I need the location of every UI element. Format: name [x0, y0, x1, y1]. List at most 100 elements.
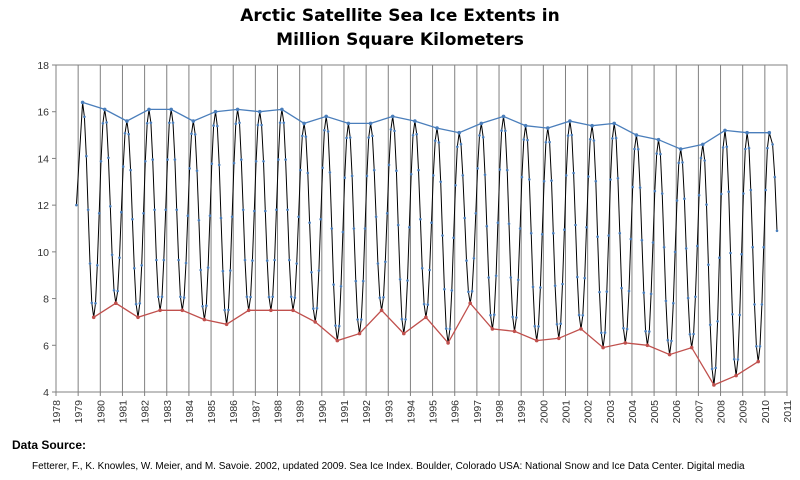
annual-max-point	[701, 142, 705, 147]
monthly-point	[581, 314, 585, 317]
monthly-point	[112, 289, 116, 292]
monthly-point	[598, 290, 601, 294]
monthly-point	[600, 331, 603, 335]
monthly-point	[133, 266, 136, 270]
monthly-point	[345, 136, 348, 140]
monthly-point	[681, 161, 684, 164]
monthly-point	[563, 228, 566, 231]
monthly-point	[629, 237, 633, 241]
monthly-point	[206, 266, 210, 269]
monthly-point	[675, 199, 679, 202]
annual-max-point	[546, 126, 550, 130]
monthly-point	[175, 208, 178, 212]
monthly-point	[116, 289, 119, 293]
annual-max-point	[125, 119, 129, 123]
annual-minimum-series	[91, 301, 760, 387]
monthly-point	[254, 160, 258, 163]
y-tick-label: 16	[37, 107, 49, 119]
monthly-point	[603, 331, 607, 334]
chart-title: Arctic Satellite Sea Ice Extents in Mill…	[0, 4, 800, 52]
monthly-point	[452, 236, 455, 240]
monthly-point	[131, 217, 134, 221]
x-tick-label: 1999	[516, 400, 528, 424]
x-tick-label: 2003	[605, 400, 617, 424]
annual-max-point	[169, 107, 173, 112]
x-tick-label: 1990	[317, 400, 329, 424]
monthly-point	[361, 279, 365, 283]
monthly-point	[184, 261, 188, 265]
monthly-point	[120, 210, 123, 214]
monthly-point	[374, 215, 378, 219]
monthly-point	[725, 145, 729, 149]
monthly-point	[378, 296, 382, 300]
monthly-point	[118, 256, 121, 260]
monthly-point	[142, 212, 145, 215]
monthly-point	[367, 136, 371, 139]
annual-max-point	[147, 107, 151, 112]
monthly-point	[396, 223, 400, 227]
annual-min-point	[246, 308, 251, 313]
monthly-point	[494, 274, 498, 278]
monthly-point	[96, 264, 99, 267]
y-tick-label: 18	[37, 60, 49, 72]
monthly-point	[299, 168, 302, 172]
monthly-point	[243, 258, 247, 262]
monthly-point	[164, 208, 167, 212]
monthly-point	[326, 130, 330, 133]
monthly-point	[566, 134, 570, 137]
monthly-point	[474, 212, 478, 215]
annual-min-point	[202, 317, 207, 322]
monthly-point	[420, 266, 424, 270]
monthly-point	[539, 286, 542, 289]
monthly-point	[289, 295, 293, 299]
monthly-point	[705, 203, 708, 206]
monthly-point	[773, 175, 777, 179]
monthly-point	[572, 171, 575, 175]
monthly-point	[747, 146, 751, 150]
monthly-point	[450, 289, 454, 292]
data-source-citation: Fetterer, F., K. Knowles, W. Meier, and …	[32, 461, 745, 472]
monthly-point	[376, 262, 380, 265]
monthly-point	[638, 186, 642, 189]
annual-min-point	[424, 315, 428, 320]
monthly-point	[262, 160, 265, 163]
monthly-point	[622, 326, 625, 330]
monthly-point	[319, 217, 323, 221]
monthly-point	[337, 324, 341, 328]
x-tick-label: 1996	[450, 400, 462, 424]
monthly-point	[443, 287, 446, 291]
axes	[52, 64, 788, 396]
annual-min-point	[534, 338, 539, 343]
annual-min-point	[557, 336, 561, 341]
monthly-point	[456, 145, 459, 149]
monthly-point	[334, 324, 337, 327]
monthly-point	[742, 192, 745, 195]
monthly-point	[692, 332, 695, 336]
monthly-point	[205, 304, 208, 308]
monthly-point	[749, 188, 753, 192]
monthly-point	[273, 258, 276, 262]
monthly-point	[221, 269, 225, 273]
monthly-point	[766, 146, 769, 150]
monthly-point	[570, 133, 574, 137]
monthly-point	[640, 238, 644, 242]
monthly-point	[301, 134, 304, 138]
monthly-point	[611, 137, 614, 140]
annual-max-point	[590, 123, 594, 128]
monthly-point	[642, 291, 646, 295]
monthly-point	[507, 222, 511, 226]
monthly-point	[186, 214, 190, 217]
monthly-point	[328, 171, 332, 174]
annual-min-point	[114, 301, 118, 306]
monthly-point	[398, 278, 402, 281]
x-tick-label: 1984	[184, 400, 196, 424]
monthly-point	[153, 208, 156, 212]
monthly-point	[411, 134, 415, 137]
monthly-point	[201, 305, 204, 308]
monthly-point	[751, 245, 754, 249]
x-tick-label: 2000	[538, 400, 550, 424]
monthly-point	[760, 303, 764, 306]
x-tick-label: 1982	[140, 400, 152, 424]
monthly-point	[395, 169, 398, 172]
monthly-point	[83, 115, 86, 119]
